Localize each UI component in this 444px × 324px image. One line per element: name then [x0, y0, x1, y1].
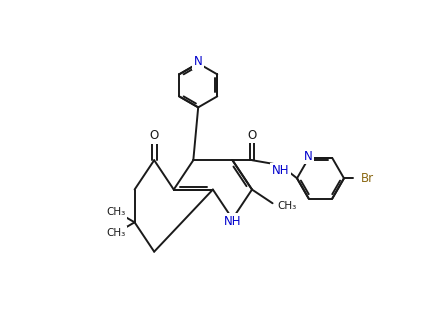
- Text: N: N: [194, 55, 202, 68]
- Text: NH: NH: [272, 165, 289, 178]
- Text: Br: Br: [361, 172, 374, 185]
- Text: CH₃: CH₃: [107, 227, 126, 237]
- Text: N: N: [303, 149, 312, 163]
- Text: CH₃: CH₃: [107, 207, 126, 217]
- Text: O: O: [150, 129, 159, 142]
- Text: O: O: [247, 129, 257, 142]
- Text: NH: NH: [224, 215, 241, 228]
- Text: CH₃: CH₃: [278, 201, 297, 211]
